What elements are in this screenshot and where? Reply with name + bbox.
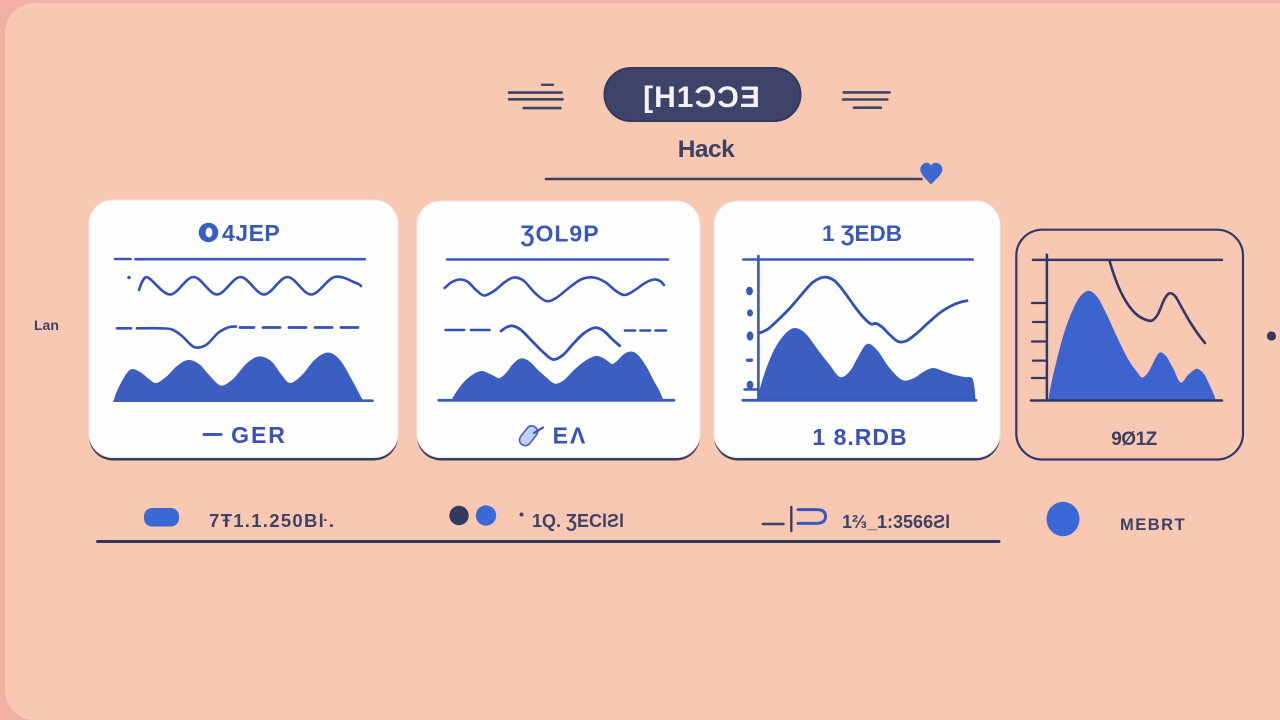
svg-text:Hack: Hack xyxy=(678,136,735,163)
svg-text:9Ø1Z: 9Ø1Z xyxy=(1111,429,1157,450)
svg-text:1⅔_1:3566Ƨl: 1⅔_1:3566Ƨl xyxy=(842,512,950,532)
svg-text:GER: GER xyxy=(231,422,287,448)
svg-text:1 8.RDB: 1 8.RDB xyxy=(812,424,907,450)
svg-text:Lan: Lan xyxy=(34,317,59,333)
svg-text:7Ŧ1.1.250Bŀ.: 7Ŧ1.1.250Bŀ. xyxy=(209,510,335,531)
svg-text:ƷOL9P: ƷOL9P xyxy=(520,221,599,247)
svg-text:4JEP: 4JEP xyxy=(222,220,280,246)
svg-text:[H1ƆƆƎ: [H1ƆƆƎ xyxy=(643,81,761,114)
svg-text:MEBRT: MEBRT xyxy=(1120,516,1186,534)
svg-text:1 ƷEDB: 1 ƷEDB xyxy=(822,221,902,246)
svg-text:1Q. ƷEClƧl: 1Q. ƷEClƧl xyxy=(532,511,624,531)
svg-text:EΛ: EΛ xyxy=(553,423,588,449)
